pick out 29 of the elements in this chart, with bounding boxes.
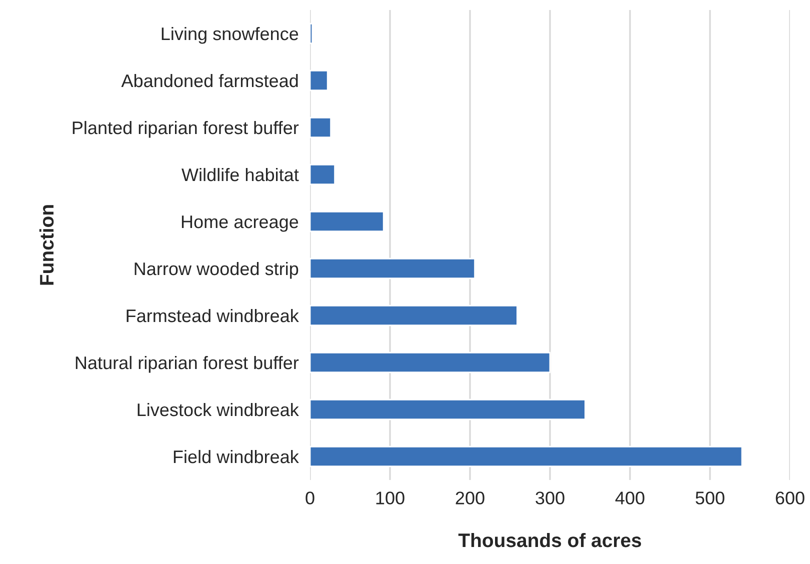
y-tick-label: Living snowfence	[162, 26, 298, 44]
bar	[310, 352, 551, 374]
y-tick-label: Wildlife habitat	[182, 168, 299, 182]
x-tick-label: 300	[536, 492, 564, 504]
bar	[310, 304, 518, 326]
bar	[310, 164, 336, 186]
x-tick-label: 0	[306, 492, 314, 504]
y-axis-title: Function	[39, 205, 54, 285]
y-tick-label: Farmstead windbreak	[126, 308, 299, 322]
x-axis-title: Thousands of acres	[458, 532, 642, 548]
y-tick-label: Planted riparian forest buffer	[72, 120, 299, 138]
x-tick-label: 500	[696, 492, 724, 504]
y-tick-label: Home acreage	[182, 216, 298, 232]
bar	[310, 116, 332, 138]
x-tick-label: 400	[615, 492, 644, 504]
x-tick-label: 100	[376, 492, 404, 504]
x-tick-label: 200	[456, 492, 484, 504]
x-tick-label: 600	[776, 492, 804, 504]
bar	[310, 22, 314, 44]
bar	[310, 258, 476, 280]
bar	[310, 210, 384, 232]
bar	[310, 446, 743, 468]
y-tick-label: Field windbreak	[174, 450, 299, 464]
y-tick-label: Natural riparian forest buffer	[76, 356, 299, 373]
y-tick-label: Abandoned farmstead	[121, 74, 298, 88]
bar	[310, 70, 328, 92]
y-tick-label: Livestock windbreak	[138, 402, 299, 416]
bar	[310, 398, 586, 420]
y-tick-label: Narrow wooded strip	[134, 262, 298, 279]
